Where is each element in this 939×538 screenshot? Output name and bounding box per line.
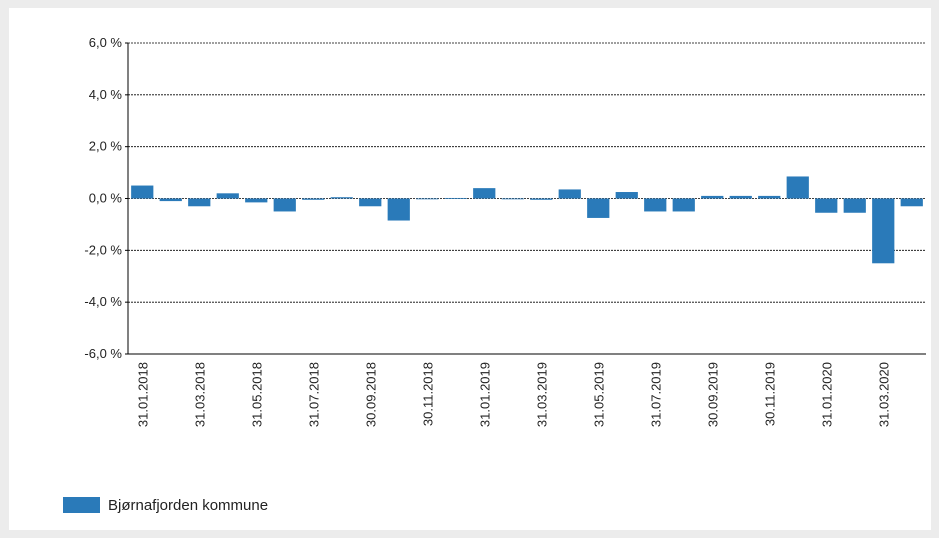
y-tick-label: -2,0 % xyxy=(84,242,122,257)
bar xyxy=(587,198,610,218)
x-tick-label: 31.03.2018 xyxy=(192,362,207,427)
x-tick-label: 31.07.2018 xyxy=(306,362,321,427)
bar xyxy=(672,198,695,212)
bar xyxy=(159,198,182,202)
bar xyxy=(615,192,638,199)
bar xyxy=(644,198,667,212)
bar xyxy=(872,198,895,264)
x-tick-label: 31.07.2019 xyxy=(648,362,663,427)
bar xyxy=(188,198,211,207)
bar xyxy=(530,198,553,200)
x-tick-label: 30.11.2019 xyxy=(762,362,777,426)
y-tick-label: 0,0 % xyxy=(89,191,123,206)
x-tick-label: 31.05.2018 xyxy=(249,362,264,427)
bar xyxy=(216,193,239,199)
bar xyxy=(900,198,923,207)
y-tick-label: -4,0 % xyxy=(84,294,122,309)
x-tick-label: 31.01.2020 xyxy=(819,362,834,427)
bar xyxy=(501,198,524,200)
x-tick-label: 31.03.2019 xyxy=(534,362,549,427)
x-tick-label: 31.03.2020 xyxy=(876,362,891,427)
x-tick-label: 30.09.2018 xyxy=(363,362,378,427)
y-tick-label: 6,0 % xyxy=(89,35,123,50)
x-tick-label: 30.09.2019 xyxy=(705,362,720,427)
legend-swatch xyxy=(63,497,100,513)
bar xyxy=(330,197,353,199)
x-tick-label: 31.05.2019 xyxy=(591,362,606,427)
bar xyxy=(416,198,439,200)
x-tick-label: 31.01.2018 xyxy=(135,362,150,427)
bar xyxy=(729,195,752,199)
bar xyxy=(558,189,581,199)
bar xyxy=(302,198,325,200)
bar xyxy=(444,197,467,199)
bar xyxy=(473,188,496,199)
bar xyxy=(131,185,154,199)
bar xyxy=(245,198,268,203)
y-tick-label: 4,0 % xyxy=(89,87,123,102)
y-tick-label: -6,0 % xyxy=(84,346,122,361)
bar xyxy=(387,198,410,221)
bar xyxy=(815,198,838,213)
bar xyxy=(701,195,724,199)
y-tick-label: 2,0 % xyxy=(89,139,123,154)
x-tick-label: 31.01.2019 xyxy=(477,362,492,427)
legend-label: Bjørnafjorden kommune xyxy=(108,497,268,514)
bar xyxy=(273,198,296,212)
chart-panel xyxy=(9,8,931,530)
x-tick-label: 30.11.2018 xyxy=(420,362,435,426)
bar xyxy=(843,198,866,213)
bar xyxy=(786,176,809,199)
bar xyxy=(758,195,781,199)
bar xyxy=(359,198,382,207)
